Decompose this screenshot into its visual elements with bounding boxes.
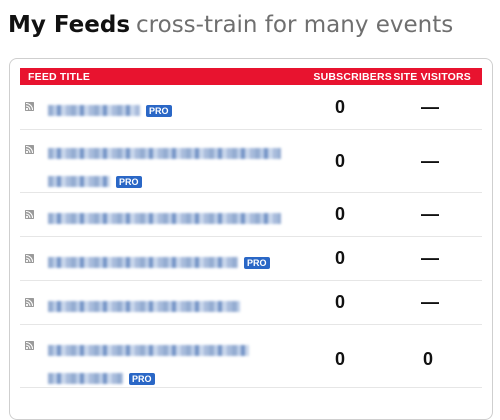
feed-title-link[interactable]: PRO	[48, 340, 249, 387]
feed-title-link[interactable]	[48, 208, 281, 227]
table-row: PRO 0 —	[20, 85, 482, 130]
site-visitors-count: —	[421, 248, 439, 268]
table-row: PRO 0 —	[20, 237, 482, 281]
pro-badge: PRO	[129, 372, 155, 385]
rss-feed-icon	[25, 145, 34, 154]
feed-title-redacted	[48, 373, 123, 384]
site-visitors-count: —	[421, 97, 439, 117]
feed-title-link[interactable]: PRO	[48, 100, 172, 119]
pro-badge: PRO	[146, 104, 172, 117]
feed-title-redacted	[48, 213, 281, 224]
table-row: PRO 0 —	[20, 130, 482, 193]
site-visitors-count: —	[421, 204, 439, 224]
feed-title-redacted	[48, 345, 249, 356]
rss-feed-icon	[25, 102, 34, 111]
table-row: 0 —	[20, 193, 482, 237]
subscribers-count: 0	[335, 349, 346, 369]
pro-badge: PRO	[244, 256, 270, 269]
table-row: PRO 0 0	[20, 325, 482, 388]
feeds-panel: FEED TITLE SUBSCRIBERS SITE VISITORS PRO…	[9, 58, 493, 420]
column-header-feed-title: FEED TITLE	[28, 71, 91, 83]
rss-feed-icon	[25, 254, 34, 263]
feed-title-redacted	[48, 301, 240, 312]
feed-title-link[interactable]: PRO	[48, 143, 281, 190]
table-row: 0 —	[20, 281, 482, 325]
subscribers-count: 0	[335, 97, 346, 117]
subscribers-count: 0	[335, 151, 346, 171]
rss-feed-icon	[25, 298, 34, 307]
rss-feed-icon	[25, 341, 34, 350]
feed-title-redacted	[48, 257, 238, 268]
rss-feed-icon	[25, 210, 34, 219]
feed-title-link[interactable]: PRO	[48, 252, 270, 271]
site-visitors-count: —	[421, 292, 439, 312]
subscribers-count: 0	[335, 248, 346, 268]
page-title: My Feeds	[8, 12, 131, 38]
feed-title-redacted	[48, 105, 140, 116]
column-header-subscribers: SUBSCRIBERS	[313, 71, 392, 83]
feed-title-link[interactable]	[48, 296, 240, 315]
subscribers-count: 0	[335, 204, 346, 224]
table-header: FEED TITLE SUBSCRIBERS SITE VISITORS	[20, 68, 482, 85]
site-visitors-count: 0	[423, 349, 434, 369]
column-header-site-visitors: SITE VISITORS	[393, 71, 471, 83]
subscribers-count: 0	[335, 292, 346, 312]
site-visitors-count: —	[421, 151, 439, 171]
page-heading: My Feeds cross-train for many events	[8, 8, 453, 42]
page-subtitle: cross-train for many events	[136, 12, 454, 38]
pro-badge: PRO	[116, 175, 142, 188]
feeds-table: FEED TITLE SUBSCRIBERS SITE VISITORS PRO…	[20, 68, 482, 388]
feed-title-redacted	[48, 148, 281, 159]
feed-title-redacted	[48, 176, 110, 187]
